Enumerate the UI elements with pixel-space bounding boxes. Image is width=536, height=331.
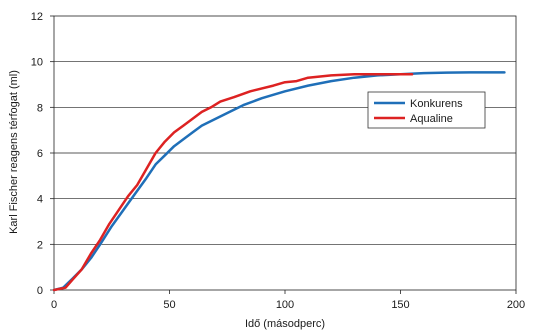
legend-label-aqualine: Aqualine bbox=[410, 113, 453, 125]
x-tick-label-200: 200 bbox=[507, 299, 525, 311]
y-tick-labels: 0 2 4 6 8 10 12 bbox=[31, 11, 43, 297]
x-tick-label-50: 50 bbox=[163, 299, 175, 311]
series-line-aqualine bbox=[52, 72, 414, 292]
y-tick-label-4: 4 bbox=[37, 194, 43, 206]
y-tick-label-0: 0 bbox=[37, 285, 43, 297]
series-lines bbox=[52, 71, 506, 292]
x-axis-title: Idő (másodperc) bbox=[245, 318, 325, 330]
y-tick-label-8: 8 bbox=[37, 102, 43, 114]
x-tick-label-100: 100 bbox=[276, 299, 294, 311]
gridlines bbox=[54, 61, 516, 245]
x-tick-label-0: 0 bbox=[51, 299, 57, 311]
legend-label-konkurens: Konkurens bbox=[410, 98, 463, 110]
legend-box bbox=[367, 91, 486, 129]
y-tick-label-2: 2 bbox=[37, 239, 43, 251]
y-axis-title: Karl Fischer reagens térfogat (ml) bbox=[8, 70, 20, 234]
y-tick-label-10: 10 bbox=[31, 57, 43, 69]
y-tick-label-12: 12 bbox=[31, 11, 43, 23]
x-tick-labels: 0 50 100 150 200 bbox=[51, 299, 525, 311]
x-tick-label-150: 150 bbox=[391, 299, 409, 311]
legend: Konkurens Aqualine bbox=[367, 91, 486, 129]
axes bbox=[50, 15, 517, 294]
y-tick-label-6: 6 bbox=[37, 148, 43, 160]
